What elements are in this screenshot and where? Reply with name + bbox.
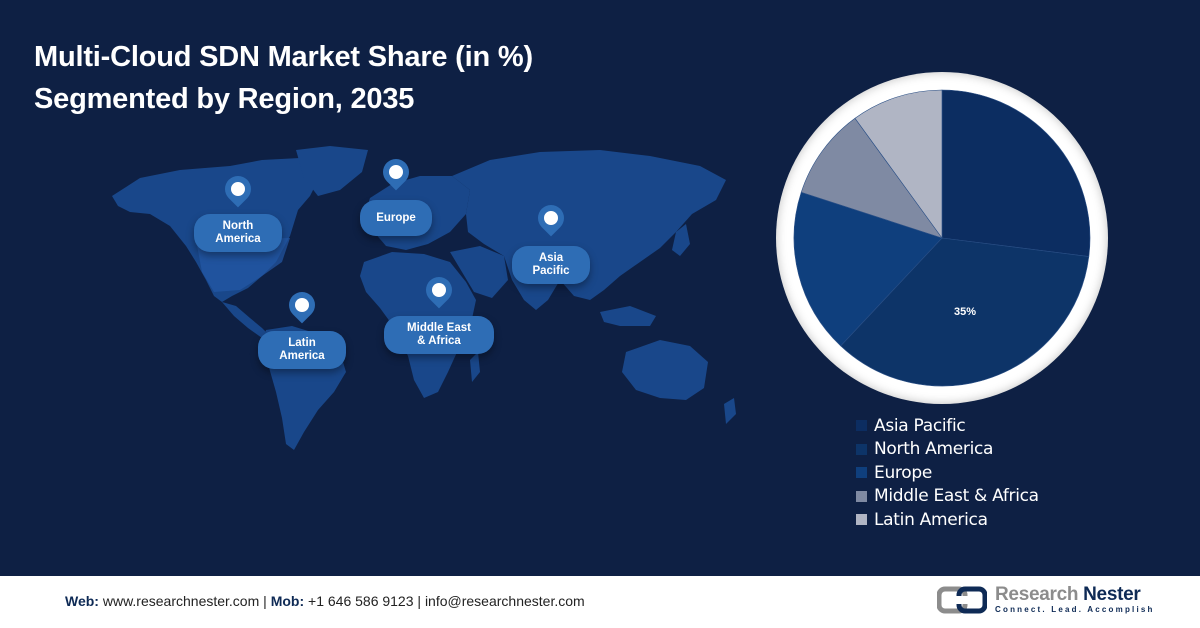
label-middle-east-africa: Middle East & Africa <box>384 316 494 354</box>
greenland-shape <box>296 146 368 196</box>
label-europe: Europe <box>360 200 432 236</box>
pie-chart <box>793 89 1091 387</box>
pie-slice-middle-east-africa <box>800 117 943 239</box>
legend-item-middle-east-africa: Middle East & Africa <box>856 485 1039 509</box>
title-line-2: Segmented by Region, 2035 <box>34 83 415 115</box>
legend-swatch <box>856 490 867 502</box>
legend-item-asia-pacific: Asia Pacific <box>856 414 1039 438</box>
pie-slice-latin-america <box>854 89 943 239</box>
pie-slice-asia-pacific <box>941 89 1091 257</box>
label-asia-pacific: Asia Pacific <box>512 246 590 284</box>
legend-swatch <box>856 467 867 479</box>
chart-title: Multi-Cloud SDN Market Share (in %) Segm… <box>34 36 533 120</box>
legend-swatch <box>856 514 867 526</box>
chart-legend: Asia Pacific North America Europe Middle… <box>856 414 1039 532</box>
pie-chart-frame: 35% <box>776 72 1108 404</box>
label-north-america: North America <box>194 214 282 252</box>
contact-info: Web: www.researchnester.com | Mob: +1 64… <box>65 593 585 609</box>
pie-slice-europe <box>793 191 943 347</box>
legend-item-north-america: North America <box>856 438 1039 462</box>
australia-shape <box>622 340 708 400</box>
label-latin-america: Latin America <box>258 331 346 369</box>
legend-swatch <box>856 420 867 432</box>
world-map <box>112 146 736 450</box>
research-nester-logo: Research Nester Connect. Lead. Accomplis… <box>937 585 1155 615</box>
footer: Web: www.researchnester.com | Mob: +1 64… <box>0 576 1200 628</box>
email-link[interactable]: info@researchnester.com <box>424 593 585 609</box>
infographic-panel: Multi-Cloud SDN Market Share (in %) Segm… <box>0 0 1200 576</box>
website-link[interactable]: www.researchnester.com <box>102 593 260 609</box>
title-line-1: Multi-Cloud SDN Market Share (in %) <box>34 41 533 73</box>
phone-number: +1 646 586 9123 <box>308 593 414 609</box>
logo-mark-icon <box>937 586 987 614</box>
legend-item-latin-america: Latin America <box>856 508 1039 532</box>
legend-swatch <box>856 443 867 455</box>
legend-item-europe: Europe <box>856 461 1039 485</box>
pie-data-label-north-america: 35% <box>954 306 977 318</box>
pie-slice-north-america <box>840 237 1090 387</box>
